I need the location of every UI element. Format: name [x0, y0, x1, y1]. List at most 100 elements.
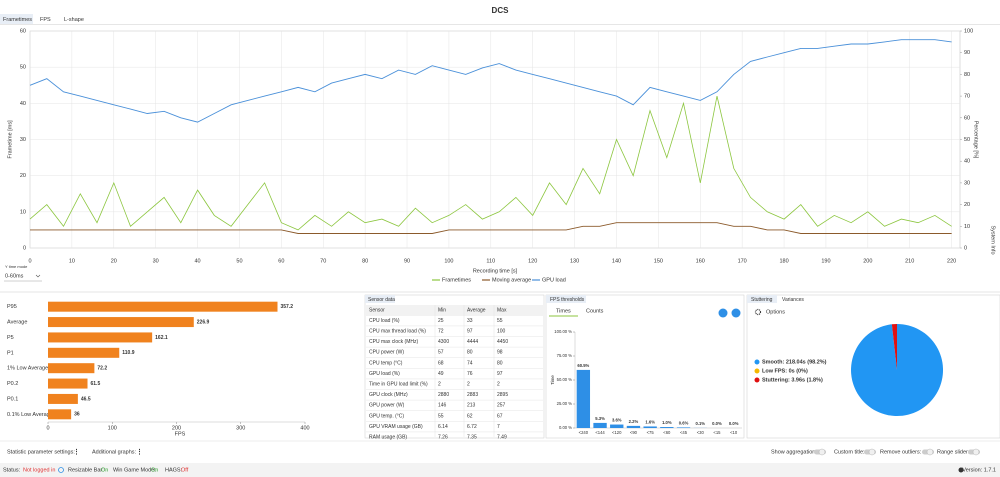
table-cell: 55 — [497, 318, 503, 324]
table-cell: GPU VRAM usage (GB) — [369, 424, 423, 430]
series-line — [29, 39, 952, 123]
x-tick-label: 160 — [696, 258, 705, 264]
bar — [643, 426, 657, 428]
category-label: <120 — [612, 430, 622, 435]
toggle-knob — [818, 448, 826, 456]
series-line — [29, 96, 952, 231]
category-label: <144 — [595, 430, 605, 435]
side-label[interactable]: System Info — [990, 225, 996, 254]
table-cell: CPU load (%) — [369, 318, 400, 324]
x-axis-label: Recording time [s] — [473, 268, 518, 274]
category-label: P0.1 — [7, 396, 18, 402]
tab[interactable]: FPS — [40, 17, 51, 23]
table-cell: 6.72 — [467, 424, 477, 430]
app-title: DCS — [492, 6, 510, 15]
panel-tab-bg — [365, 295, 395, 303]
value-label: 0.1% — [695, 421, 705, 426]
status-value: On — [101, 467, 108, 473]
value-label: 0.0% — [729, 421, 739, 426]
y2-tick-label: 20 — [964, 202, 970, 208]
status-value: On — [151, 467, 158, 473]
category-label: <10 — [730, 430, 738, 435]
table-cell: 49 — [438, 371, 444, 377]
y-time-mode-value[interactable]: 0-60ms — [5, 273, 24, 279]
y-axis-label: Time — [550, 375, 555, 385]
y-tick-label: 40 — [20, 101, 26, 107]
panel-title: Sensor data — [368, 297, 395, 303]
table-cell: 2883 — [467, 392, 478, 398]
table-cell: CPU max thread load (%) — [369, 329, 426, 335]
toggle-knob — [972, 448, 980, 456]
table-cell: GPU clock (MHz) — [369, 392, 408, 398]
x-tick-label: 70 — [320, 258, 326, 264]
value-label: 72.2 — [97, 366, 107, 372]
x-tick-label: 80 — [362, 258, 368, 264]
table-cell: 97 — [467, 329, 473, 335]
control-label: Custom title: — [834, 449, 865, 455]
table-header: Min — [438, 307, 446, 313]
value-label: 226.9 — [197, 319, 210, 325]
panel-tab-bg — [546, 295, 586, 303]
category-label: <90 — [630, 430, 638, 435]
tab[interactable]: Frametimes — [3, 17, 32, 23]
category-label: Average — [7, 320, 27, 326]
x-tick-label: 300 — [236, 425, 245, 431]
gear-icon[interactable] — [754, 308, 762, 316]
table-cell: 2 — [497, 382, 500, 388]
share-button[interactable] — [731, 308, 741, 318]
table-cell: 2 — [467, 382, 470, 388]
category-label: <15 — [713, 430, 721, 435]
table-cell: 146 — [438, 403, 447, 409]
y-tick-label: 25.00 % — [557, 401, 573, 406]
tab[interactable]: Stuttering — [751, 297, 773, 303]
bar — [576, 369, 591, 428]
table-cell: 62 — [467, 413, 473, 419]
tab[interactable]: L-shape — [64, 17, 84, 23]
x-tick-label: 60 — [278, 258, 284, 264]
value-label: 110.9 — [122, 350, 134, 356]
fps-button[interactable] — [718, 308, 728, 318]
table-cell: RAM usage (GB) — [369, 435, 407, 441]
table-cell: GPU temp. (°C) — [369, 413, 404, 419]
table-cell: 80 — [497, 360, 503, 366]
table-cell: Time in GPU load limit (%) — [369, 382, 428, 388]
table-cell: 97 — [497, 371, 503, 377]
table-cell: 80 — [467, 350, 473, 356]
category-label: <45 — [680, 430, 688, 435]
y-tick-label: 50 — [20, 65, 26, 71]
table-cell: 2880 — [438, 392, 449, 398]
tab[interactable]: Variances — [782, 297, 804, 303]
x-tick-label: 20 — [111, 258, 117, 264]
bar — [48, 347, 120, 358]
active-tab-bg — [0, 14, 33, 24]
value-label: 3.6% — [612, 418, 622, 423]
y2-tick-label: 90 — [964, 50, 970, 56]
table-cell: 4450 — [497, 339, 508, 345]
control-label: Show aggregation: — [771, 449, 817, 455]
y-tick-label: 0.00 % — [559, 425, 572, 430]
category-label: <30 — [697, 430, 705, 435]
menu-dots[interactable]: ⋮ — [73, 448, 80, 456]
bar — [48, 332, 153, 343]
x-tick-label: 200 — [172, 425, 181, 431]
table-cell: 25 — [438, 318, 444, 324]
refresh-icon[interactable] — [58, 467, 64, 473]
options-label[interactable]: Options — [766, 309, 785, 315]
table-cell: 6.14 — [438, 424, 448, 430]
y2-axis-label: Percentage [%] — [973, 121, 979, 159]
category-label: <75 — [647, 430, 655, 435]
control-label: Remove outliers: — [880, 449, 922, 455]
table-cell: 4444 — [467, 339, 478, 345]
menu-dots[interactable]: ⋮ — [136, 448, 143, 456]
bar — [48, 301, 278, 312]
pie-slice — [851, 324, 944, 417]
x-tick-label: 100 — [444, 258, 453, 264]
value-label: 162.1 — [155, 335, 168, 341]
table-cell: 7.49 — [497, 435, 507, 441]
tab[interactable]: Counts — [586, 308, 604, 314]
table-cell: 55 — [438, 413, 444, 419]
tab[interactable]: Times — [556, 308, 571, 314]
table-cell: 7.35 — [467, 435, 477, 441]
panel-title: FPS thresholds — [550, 297, 585, 303]
